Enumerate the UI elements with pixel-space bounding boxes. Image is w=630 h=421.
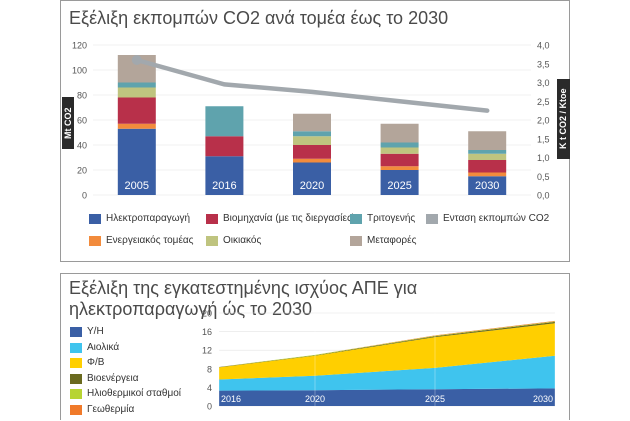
legend-swatch <box>70 358 82 368</box>
legend-label: Ηλιοθερμικοί σταθμοί <box>87 388 181 400</box>
legend-swatch <box>350 214 362 224</box>
chart1-legend: Ηλεκτροπαραγωγή Βιομηχανία (με τις διεργα… <box>61 1 571 263</box>
legend-swatch <box>70 374 82 384</box>
y-tick-label: 20 <box>202 309 212 319</box>
legend-label: Ενεργειακός τομέας <box>106 235 194 247</box>
legend-swatch <box>70 405 82 415</box>
legend-swatch <box>70 327 82 337</box>
legend-label: Βιοενέργεια <box>87 373 139 385</box>
y-tick-label: 4 <box>207 383 212 393</box>
y-tick-label: 12 <box>202 346 212 356</box>
legend-label: Μεταφορές <box>367 235 416 247</box>
legend-swatch <box>70 343 82 353</box>
chart2-legend: Υ/Η Αιολικά Φ/Β Βιοενέργεια Ηλιοθερμικοί στα… <box>61 274 201 421</box>
legend-label: Οικιακός <box>223 235 261 247</box>
res-capacity-panel: Εξέλιξη της εγκατεστημένης ισχύος ΑΠΕ γι… <box>60 273 570 420</box>
legend-swatch <box>70 389 82 399</box>
legend-label: Τριτογενής <box>367 213 415 225</box>
legend-swatch <box>206 236 218 246</box>
x-tick-label: 2025 <box>425 394 445 404</box>
legend-swatch <box>350 236 362 246</box>
co2-emissions-panel: Εξέλιξη εκπομπών CO2 ανά τομέα έως το 20… <box>60 0 570 262</box>
x-tick-label: 2030 <box>533 394 553 404</box>
x-tick-label: 2016 <box>221 394 241 404</box>
y-tick-label: 16 <box>202 327 212 337</box>
legend-label: Αιολικά <box>87 342 119 354</box>
legend-label: Βιομηχανία (με τις διεργασίες) <box>223 213 355 225</box>
legend-swatch <box>206 214 218 224</box>
legend-swatch <box>426 214 438 224</box>
legend-label: Ηλεκτροπαραγωγή <box>106 213 190 225</box>
legend-label: Ενταση εκπομπών CO2 <box>443 213 549 225</box>
y-tick-label: 8 <box>207 364 212 374</box>
legend-swatch <box>89 214 101 224</box>
legend-label: Γεωθερμία <box>87 404 134 416</box>
legend-label: Υ/Η <box>87 326 104 338</box>
legend-swatch <box>89 236 101 246</box>
area-υ-η <box>219 388 555 406</box>
y-tick-label: 0 <box>207 402 212 412</box>
x-tick-label: 2020 <box>305 394 325 404</box>
legend-label: Φ/Β <box>87 357 104 369</box>
